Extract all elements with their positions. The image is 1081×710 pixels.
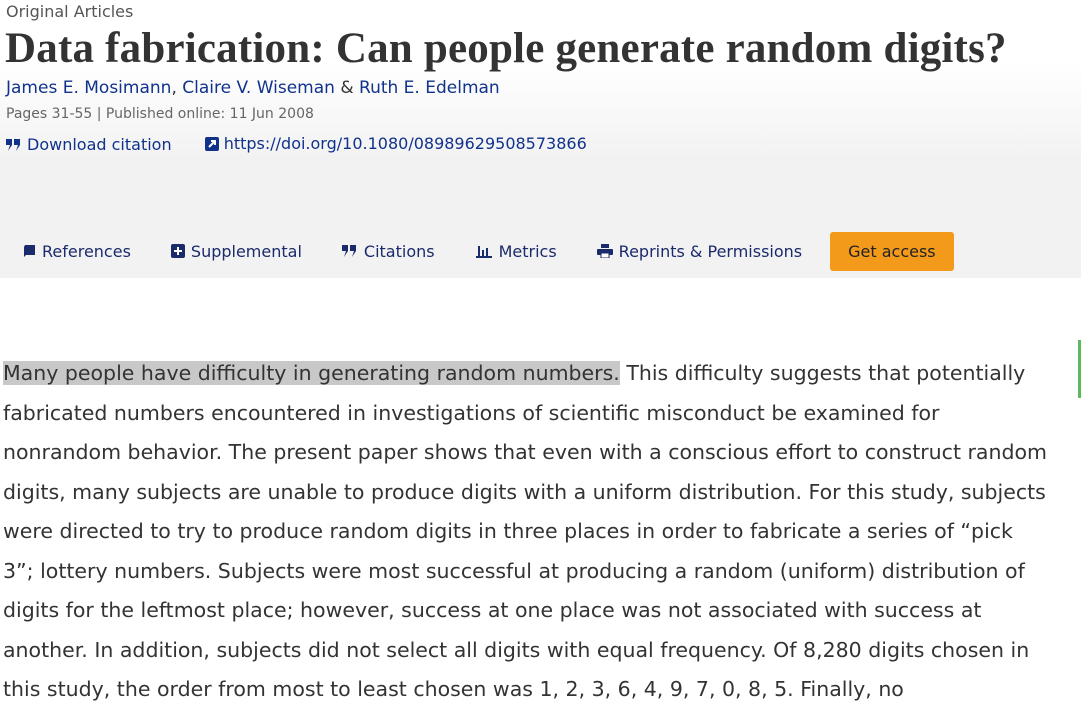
quote-icon <box>341 245 356 257</box>
article-meta: Pages 31-55 | Published online: 11 Jun 2… <box>6 106 314 122</box>
article-links: Download citation https://doi.org/10.108… <box>6 134 615 155</box>
highlighted-text: Many people have difficulty in generatin… <box>3 361 620 385</box>
doi-link[interactable]: https://doi.org/10.1080/0898962950857386… <box>204 134 587 153</box>
download-citation[interactable]: Download citation <box>6 135 172 154</box>
external-icon <box>204 136 219 151</box>
separator: , <box>171 78 177 98</box>
link-text: https://doi.org/10.1080/0898962950857386… <box>223 134 587 153</box>
nav-tab[interactable]: Citations <box>341 241 435 261</box>
nav-tab[interactable]: Reprints & Permissions <box>596 241 803 261</box>
abstract-text: This difficulty suggests that potentiall… <box>3 361 1048 701</box>
get-access-button[interactable]: Get access <box>830 231 954 271</box>
tab-text: Supplemental <box>190 241 302 261</box>
abstract: Many people have difficulty in generatin… <box>3 354 1048 710</box>
article-title: Data fabrication: Can people generate ra… <box>5 25 1007 72</box>
article-nav: References Supplemental Citations Metric… <box>0 230 1081 272</box>
plus-icon <box>170 244 185 258</box>
nav-tab[interactable]: Metrics <box>475 242 557 261</box>
metrics-icon <box>475 246 492 258</box>
quote-icon <box>6 138 20 151</box>
authors: James E. Mosimann, Claire V. Wiseman & R… <box>6 78 500 98</box>
side-panel-edge <box>1078 340 1081 398</box>
print-icon <box>596 244 613 258</box>
tab-text: References <box>42 241 131 261</box>
author-link[interactable]: Ruth E. Edelman <box>359 78 500 98</box>
author-link[interactable]: Claire V. Wiseman <box>182 78 335 98</box>
tab-text: Citations <box>363 241 435 261</box>
nav-tab[interactable]: Supplemental <box>170 241 302 261</box>
nav-tab[interactable]: References <box>22 242 131 261</box>
section-label: Original Articles <box>6 2 134 21</box>
author-link[interactable]: James E. Mosimann <box>6 78 172 98</box>
separator: & <box>340 78 354 98</box>
tab-text: Reprints & Permissions <box>618 241 803 261</box>
book-icon <box>24 245 35 257</box>
link-text: Download citation <box>27 135 172 154</box>
tab-text: Metrics <box>498 241 557 261</box>
